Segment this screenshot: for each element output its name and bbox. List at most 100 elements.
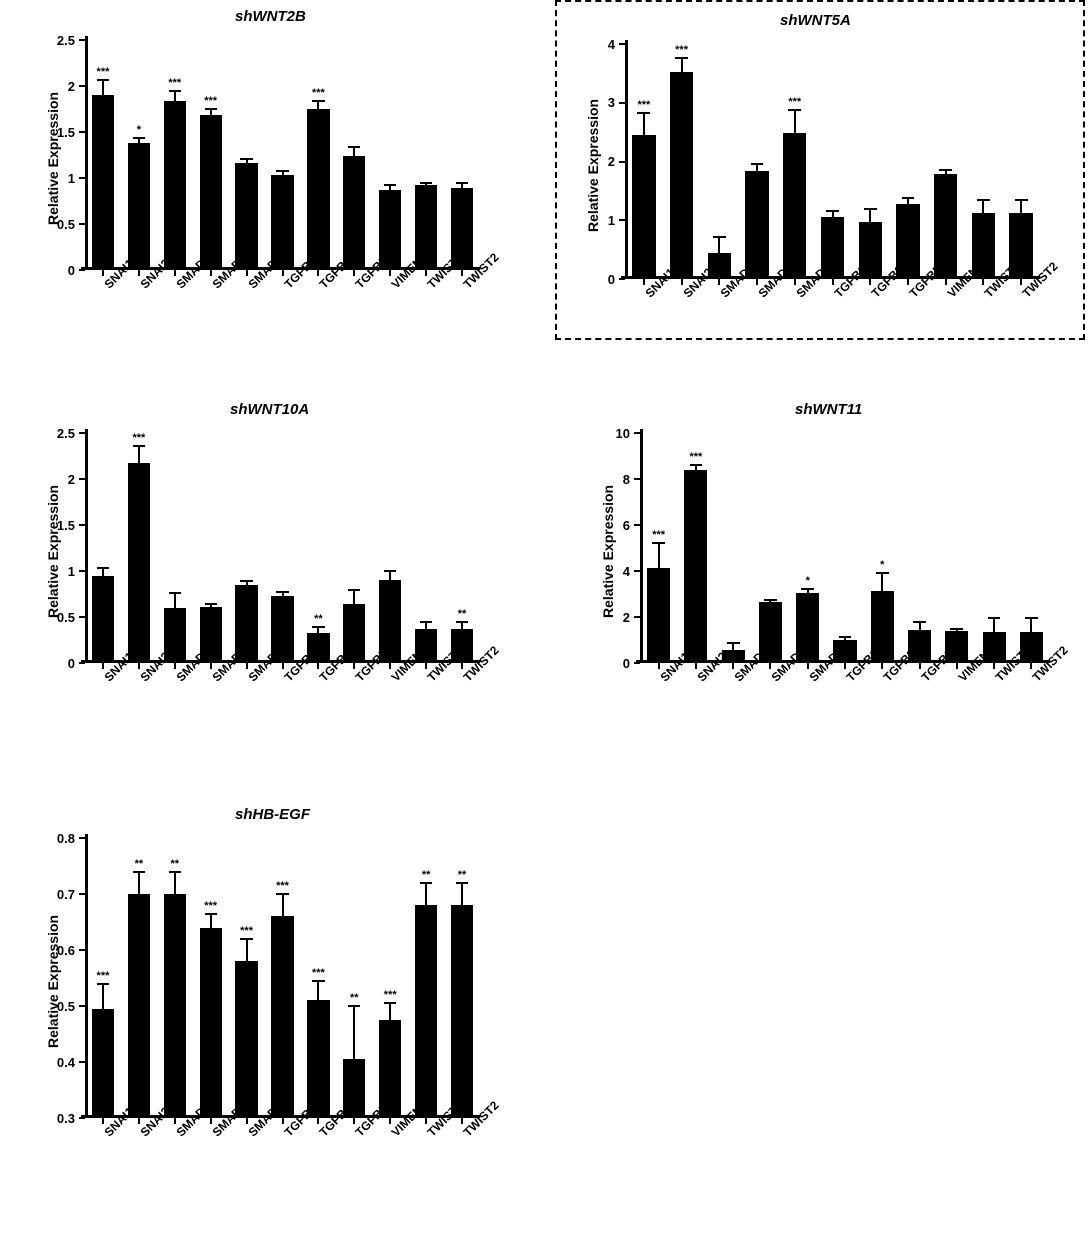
error-cap — [133, 137, 145, 139]
error-bar — [102, 568, 104, 575]
error-bar — [174, 91, 176, 101]
x-tick — [282, 663, 284, 669]
y-tick — [79, 478, 85, 480]
y-axis — [85, 429, 88, 663]
bar — [451, 905, 473, 1118]
error-cap — [276, 591, 288, 593]
x-tick — [174, 270, 176, 276]
bar — [343, 604, 365, 663]
x-tick — [317, 270, 319, 276]
x-tick — [389, 663, 391, 669]
error-cap — [97, 567, 109, 569]
error-cap — [205, 603, 217, 605]
bar — [379, 190, 401, 270]
y-tick — [79, 524, 85, 526]
x-tick — [919, 663, 921, 669]
x-tick-label: SMAD4 — [245, 1128, 256, 1139]
y-tick — [634, 570, 640, 572]
x-tick-label: TWIST1 — [425, 280, 436, 291]
y-tick-label: 0.5 — [45, 999, 75, 1014]
error-cap — [312, 100, 324, 102]
y-tick-label: 0.8 — [45, 831, 75, 846]
bar — [271, 175, 293, 270]
error-cap — [839, 636, 852, 638]
x-tick-label: TGFB1 — [844, 673, 855, 684]
x-tick-label: TGFB2 — [317, 280, 328, 291]
error-bar — [881, 573, 883, 590]
bar — [164, 101, 186, 270]
significance-marker: ** — [155, 858, 195, 870]
x-tick — [138, 663, 140, 669]
chart-title: shWNT2B — [235, 8, 306, 25]
y-tick-label: 2.5 — [45, 426, 75, 441]
x-tick-label: TGFBR2 — [353, 280, 364, 291]
error-cap — [420, 182, 432, 184]
x-tick — [461, 270, 463, 276]
y-tick-label: 2.5 — [45, 33, 75, 48]
bar — [200, 115, 222, 270]
bar — [415, 185, 437, 270]
x-tick-label: SNAI1 — [102, 673, 113, 684]
error-cap — [312, 626, 324, 628]
y-tick-label: 2 — [45, 79, 75, 94]
y-tick-label: 2 — [45, 472, 75, 487]
error-bar — [317, 101, 319, 109]
x-tick-label: TGFB1 — [281, 280, 292, 291]
error-cap — [384, 184, 396, 186]
error-cap — [133, 445, 145, 447]
error-bar — [353, 1006, 355, 1059]
x-tick-label: SMAD4 — [806, 673, 817, 684]
x-tick — [461, 663, 463, 669]
error-bar — [282, 894, 284, 916]
error-cap — [913, 621, 926, 623]
highlight-box-shWNT5A — [555, 0, 1085, 340]
error-cap — [276, 893, 288, 895]
error-cap — [988, 617, 1001, 619]
bar — [343, 1059, 365, 1118]
error-bar — [389, 1003, 391, 1020]
bar — [200, 928, 222, 1118]
y-tick-label: 0.4 — [45, 1055, 75, 1070]
x-tick — [353, 663, 355, 669]
significance-marker: *** — [298, 87, 338, 99]
x-tick — [353, 1118, 355, 1124]
x-tick-label: TWIST2 — [461, 673, 472, 684]
significance-marker: ** — [442, 608, 482, 620]
x-tick-label: SNAI1 — [102, 280, 113, 291]
significance-marker: *** — [83, 66, 123, 78]
significance-marker: *** — [191, 95, 231, 107]
x-tick-label: SMAD2 — [173, 1128, 184, 1139]
error-cap — [764, 599, 777, 601]
y-axis-label: Relative Expression — [600, 485, 616, 618]
error-bar — [138, 872, 140, 894]
x-tick-label: TGFBR2 — [918, 673, 929, 684]
x-tick-label: SMAD2 — [173, 280, 184, 291]
error-cap — [240, 938, 252, 940]
error-cap — [420, 882, 432, 884]
x-tick — [138, 1118, 140, 1124]
plot-area: 0.30.40.50.60.70.8***SNAI1**SNAI2**SMAD2… — [85, 838, 480, 1118]
plot-area: 0246810***SNAI1***SNAI2SMAD2SMAD3*SMAD4T… — [640, 433, 1050, 663]
y-axis — [640, 429, 643, 663]
error-cap — [133, 871, 145, 873]
x-tick-label: TWIST1 — [993, 673, 1004, 684]
error-bar — [174, 872, 176, 894]
x-tick-label: TGFB2 — [881, 673, 892, 684]
significance-marker: *** — [191, 900, 231, 912]
x-tick — [282, 270, 284, 276]
bar — [128, 894, 150, 1118]
x-tick-label: TWIST2 — [1030, 673, 1041, 684]
x-tick-label: TGFB2 — [317, 673, 328, 684]
bar — [833, 640, 856, 663]
x-tick-label: SMAD3 — [209, 1128, 220, 1139]
y-tick — [79, 662, 85, 664]
bar — [235, 163, 257, 270]
plot-area: 00.511.522.5SNAI1***SNAI2SMAD2SMAD3SMAD4… — [85, 433, 480, 663]
y-tick-label: 1.5 — [45, 125, 75, 140]
x-tick — [246, 663, 248, 669]
significance-marker: ** — [334, 992, 374, 1004]
y-tick-label: 1 — [45, 564, 75, 579]
error-bar — [461, 622, 463, 629]
x-tick — [389, 270, 391, 276]
x-tick-label: VIMENTIN — [389, 280, 400, 291]
